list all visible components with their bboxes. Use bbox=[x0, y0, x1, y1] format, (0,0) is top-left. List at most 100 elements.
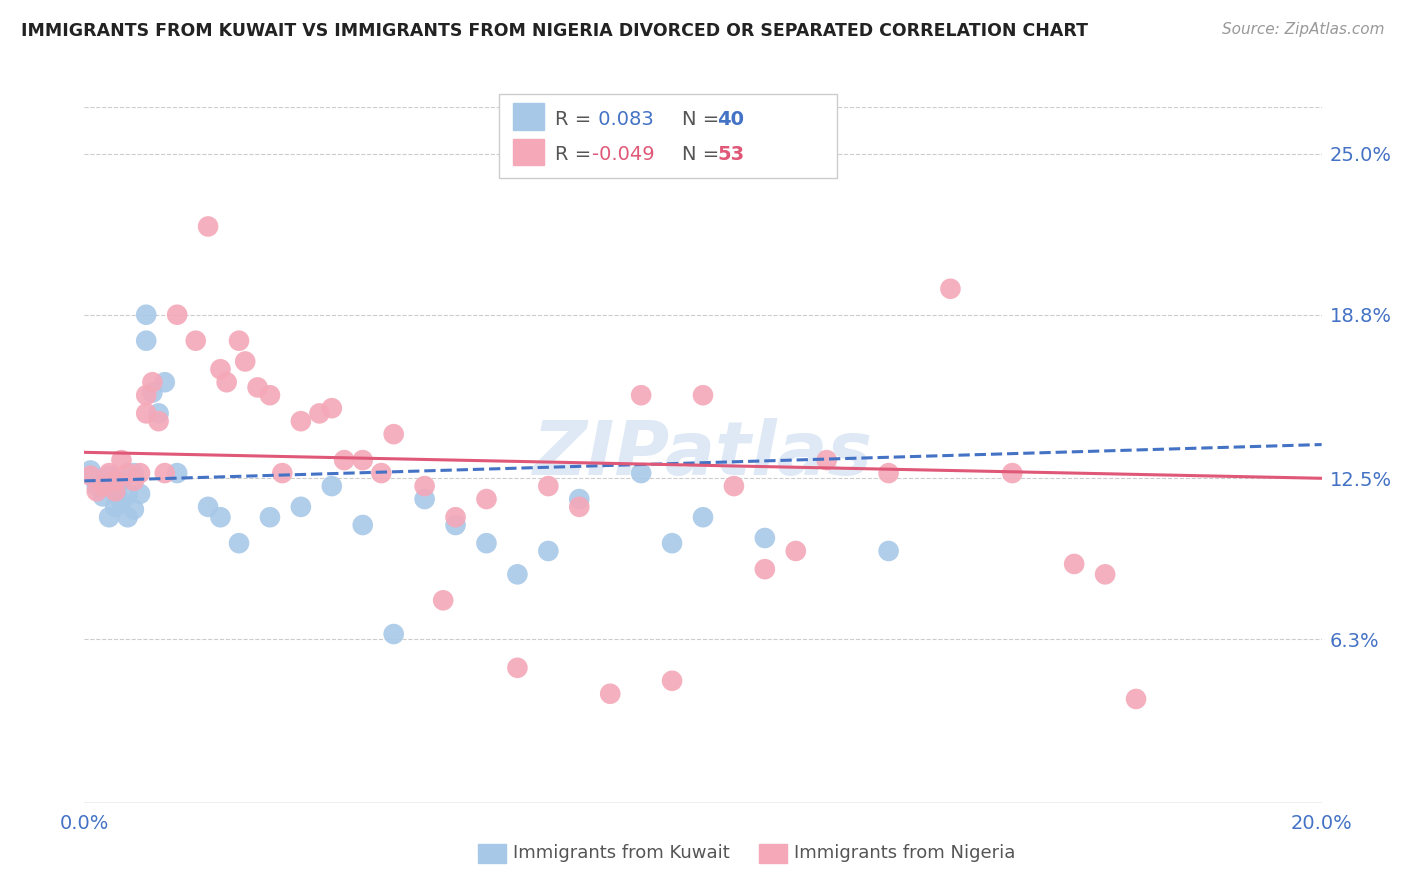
Point bbox=[754, 562, 776, 576]
Text: -0.049: -0.049 bbox=[592, 145, 655, 164]
Point bbox=[209, 510, 232, 524]
Text: R =: R = bbox=[555, 145, 598, 164]
Point bbox=[259, 388, 281, 402]
Point bbox=[290, 414, 312, 428]
Point bbox=[79, 468, 101, 483]
Point bbox=[104, 484, 127, 499]
Point bbox=[91, 479, 114, 493]
Point bbox=[98, 468, 121, 483]
Point bbox=[233, 354, 256, 368]
Point bbox=[723, 479, 745, 493]
Point bbox=[104, 474, 127, 488]
Point bbox=[444, 518, 467, 533]
Point bbox=[661, 536, 683, 550]
Point bbox=[129, 487, 152, 501]
Text: ZIPatlas: ZIPatlas bbox=[533, 418, 873, 491]
Point bbox=[104, 484, 127, 499]
Point bbox=[117, 487, 139, 501]
Point bbox=[1094, 567, 1116, 582]
Point bbox=[413, 491, 436, 506]
Point bbox=[209, 362, 232, 376]
Point bbox=[630, 388, 652, 402]
Point bbox=[104, 500, 127, 514]
Point bbox=[135, 388, 157, 402]
Point bbox=[166, 466, 188, 480]
Point bbox=[91, 479, 114, 493]
Point bbox=[321, 401, 343, 416]
Point bbox=[877, 466, 900, 480]
Text: R =: R = bbox=[555, 110, 598, 128]
Point bbox=[692, 388, 714, 402]
Point bbox=[308, 406, 330, 420]
Point bbox=[110, 474, 132, 488]
Point bbox=[352, 453, 374, 467]
Point bbox=[382, 427, 405, 442]
Point bbox=[110, 494, 132, 508]
Point bbox=[877, 544, 900, 558]
Point bbox=[166, 308, 188, 322]
Point bbox=[86, 484, 108, 499]
Point bbox=[141, 376, 163, 390]
Point bbox=[785, 544, 807, 558]
Point bbox=[122, 474, 145, 488]
Point bbox=[228, 536, 250, 550]
Text: IMMIGRANTS FROM KUWAIT VS IMMIGRANTS FROM NIGERIA DIVORCED OR SEPARATED CORRELAT: IMMIGRANTS FROM KUWAIT VS IMMIGRANTS FRO… bbox=[21, 22, 1088, 40]
Point bbox=[1125, 692, 1147, 706]
Point bbox=[1063, 557, 1085, 571]
Point bbox=[153, 466, 176, 480]
Text: Immigrants from Kuwait: Immigrants from Kuwait bbox=[513, 844, 730, 862]
Point bbox=[79, 463, 101, 477]
Point bbox=[333, 453, 356, 467]
Point bbox=[246, 380, 269, 394]
Point bbox=[475, 491, 498, 506]
Point bbox=[98, 510, 121, 524]
Point bbox=[475, 536, 498, 550]
Point bbox=[141, 385, 163, 400]
Point bbox=[91, 490, 114, 504]
Point bbox=[444, 510, 467, 524]
Point bbox=[228, 334, 250, 348]
Point bbox=[599, 687, 621, 701]
Text: N =: N = bbox=[682, 110, 725, 128]
Point bbox=[321, 479, 343, 493]
Point bbox=[939, 282, 962, 296]
Point bbox=[197, 500, 219, 514]
Point bbox=[754, 531, 776, 545]
Point bbox=[215, 376, 238, 390]
Point bbox=[1001, 466, 1024, 480]
Text: N =: N = bbox=[682, 145, 725, 164]
Point bbox=[290, 500, 312, 514]
Point bbox=[259, 510, 281, 524]
Point bbox=[110, 453, 132, 467]
Point bbox=[271, 466, 294, 480]
Point bbox=[197, 219, 219, 234]
Point bbox=[122, 502, 145, 516]
Point bbox=[86, 479, 108, 493]
Point bbox=[122, 466, 145, 480]
Point bbox=[630, 466, 652, 480]
Point bbox=[135, 334, 157, 348]
Point bbox=[98, 466, 121, 480]
Point bbox=[506, 567, 529, 582]
Point bbox=[184, 334, 207, 348]
Point bbox=[413, 479, 436, 493]
Point bbox=[568, 500, 591, 514]
Point bbox=[537, 544, 560, 558]
Text: 40: 40 bbox=[717, 110, 744, 128]
Point bbox=[382, 627, 405, 641]
Point bbox=[117, 510, 139, 524]
Point bbox=[815, 453, 838, 467]
Point bbox=[153, 376, 176, 390]
Point bbox=[135, 308, 157, 322]
Point bbox=[432, 593, 454, 607]
Text: 0.083: 0.083 bbox=[592, 110, 654, 128]
Text: 53: 53 bbox=[717, 145, 744, 164]
Point bbox=[370, 466, 392, 480]
Point bbox=[148, 406, 170, 420]
Point bbox=[148, 414, 170, 428]
Point bbox=[692, 510, 714, 524]
Text: Immigrants from Nigeria: Immigrants from Nigeria bbox=[794, 844, 1015, 862]
Point bbox=[129, 466, 152, 480]
Point bbox=[135, 406, 157, 420]
Point bbox=[506, 661, 529, 675]
